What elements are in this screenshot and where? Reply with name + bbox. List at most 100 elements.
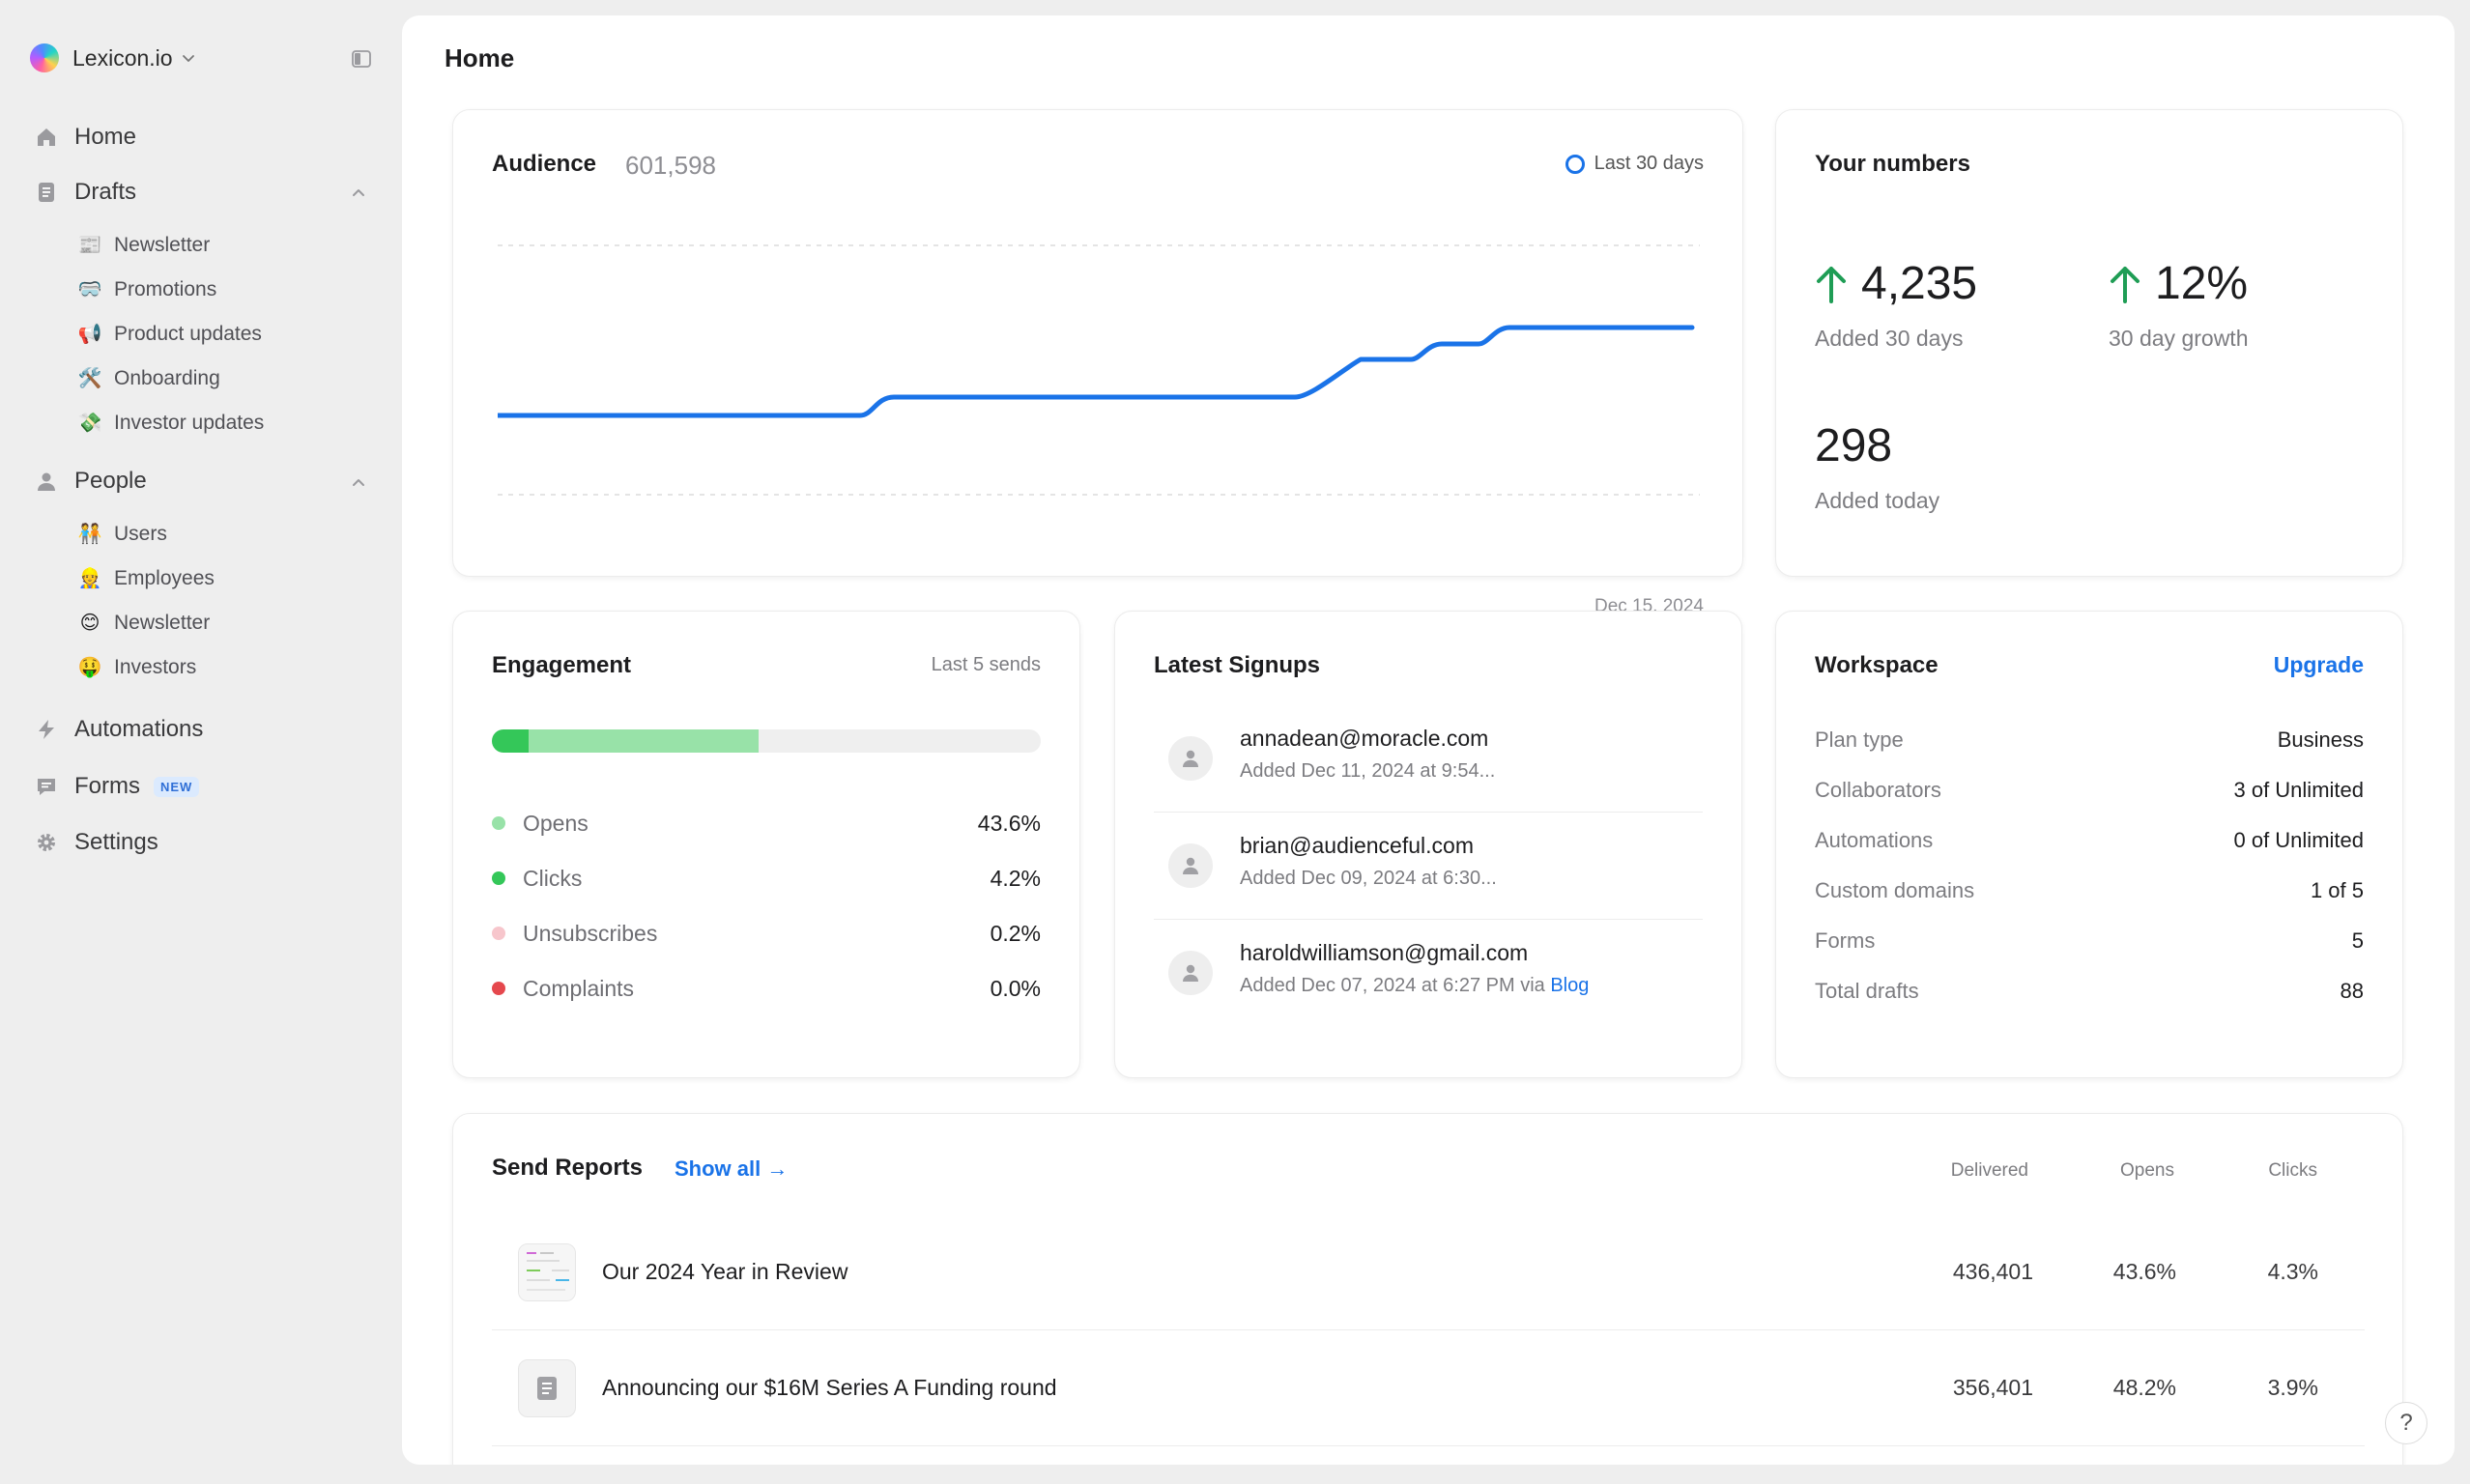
sidebar-subitem-users[interactable]: 🧑‍🤝‍🧑 Users (77, 517, 167, 552)
money-mouth-face-icon: 🤑 (77, 657, 102, 678)
sidebar-subitem-label: Product updates (114, 323, 262, 345)
workspace-switcher[interactable]: Lexicon.io (30, 43, 196, 73)
sidebar-item-people[interactable]: People (35, 462, 147, 500)
audience-title: Audience (492, 151, 597, 177)
show-all-link[interactable]: Show all → (675, 1156, 789, 1181)
sidebar-subitem-newsletter[interactable]: 📰 Newsletter (77, 228, 211, 263)
sidebar-item-settings[interactable]: Settings (35, 823, 158, 862)
report-clicks: 3.9% (2267, 1375, 2318, 1400)
sidebar-toggle-icon[interactable] (351, 48, 372, 70)
workspace-key: Plan type (1815, 728, 1904, 752)
workspace-key: Forms (1815, 928, 1876, 953)
page-title: Home (445, 43, 515, 72)
engagement-row-opens: Opens 43.6% (492, 807, 1041, 840)
sidebar-subitem-label: Newsletter (114, 234, 211, 256)
main-panel: Home Audience 601,598 Last 30 days Dec 1… (402, 15, 2455, 1465)
stat-30-day-growth: 12% 30 day growth (2109, 257, 2248, 352)
latest-signups-card: Latest Signups annadean@moracle.com Adde… (1114, 611, 1742, 1078)
workspace-row-collaborators: Collaborators 3 of Unlimited (1815, 776, 2364, 805)
engagement-title: Engagement (492, 652, 632, 678)
engagement-value: 0.0% (990, 975, 1041, 1001)
sidebar-subitem-product-updates[interactable]: 📢 Product updates (77, 317, 262, 352)
engagement-value: 43.6% (977, 810, 1041, 836)
signup-email: haroldwilliamson@gmail.com (1240, 940, 1529, 965)
engagement-row-complaints: Complaints 0.0% (492, 972, 1041, 1005)
gear-icon (35, 831, 58, 854)
help-button[interactable]: ? (2385, 1402, 2427, 1444)
sidebar-subitem-promotions[interactable]: 🥽 Promotions (77, 272, 217, 307)
stat-value: 4,235 (1861, 258, 1978, 309)
report-title: Our 2024 Year in Review (602, 1259, 848, 1284)
workspace-value: 88 (2340, 979, 2364, 1003)
megaphone-icon: 📢 (77, 324, 102, 345)
person-icon (35, 470, 58, 493)
sidebar-item-forms[interactable]: Forms NEW (35, 767, 200, 806)
sidebar-subitem-label: Employees (114, 567, 215, 589)
legend-dot (492, 982, 505, 995)
signup-item[interactable]: haroldwilliamson@gmail.com Added Dec 07,… (1154, 921, 1703, 1027)
stat-added-today: 298 Added today (1815, 419, 1939, 514)
sidebar-item-label: Automations (74, 716, 204, 742)
upgrade-link[interactable]: Upgrade (2273, 652, 2364, 677)
sidebar-item-drafts[interactable]: Drafts (35, 173, 136, 212)
sidebar-subitem-label: Newsletter (114, 612, 211, 634)
stat-value: 12% (2155, 258, 2249, 309)
report-opens: 48.2% (2112, 1375, 2176, 1400)
column-header-opens: Opens (2120, 1160, 2174, 1181)
workspace-row-automations: Automations 0 of Unlimited (1815, 826, 2364, 855)
chevron-up-icon[interactable] (348, 182, 369, 203)
chevron-up-icon[interactable] (348, 471, 369, 493)
engagement-row-clicks: Clicks 4.2% (492, 862, 1041, 895)
workspace-value: 0 of Unlimited (2233, 828, 2364, 852)
legend-dot (492, 816, 505, 830)
signup-meta: Added Dec 07, 2024 at 6:27 PM via Blog (1240, 975, 1589, 997)
report-title: Announcing our $16M Series A Funding rou… (602, 1375, 1057, 1400)
sidebar-subitem-newsletter-people[interactable]: 😊 Newsletter (77, 606, 211, 641)
home-icon (35, 126, 58, 149)
tools-icon: 🛠️ (77, 368, 102, 389)
stat-label: Added 30 days (1815, 326, 1964, 351)
workspace-value: 3 of Unlimited (2233, 778, 2364, 802)
engagement-range: Last 5 sends (931, 654, 1041, 675)
sidebar-subitem-investors[interactable]: 🤑 Investors (77, 650, 197, 685)
sidebar-item-label: Home (74, 124, 137, 150)
signup-source-link[interactable]: Blog (1550, 975, 1590, 996)
workspace-value: 5 (2351, 928, 2364, 953)
sidebar-subitem-employees[interactable]: 👷 Employees (77, 561, 215, 596)
workspace-title: Workspace (1815, 652, 1939, 678)
document-icon (35, 181, 58, 204)
sidebar-subitem-investor-updates[interactable]: 💸 Investor updates (77, 406, 265, 441)
stat-added-30-days: 4,235 Added 30 days (1815, 257, 1977, 352)
audience-card: Audience 601,598 Last 30 days Dec 15, 20… (452, 109, 1743, 616)
sidebar-subitem-label: Investors (114, 656, 197, 678)
signup-item[interactable]: annadean@moracle.com Added Dec 11, 2024 … (1154, 706, 1703, 813)
clicks-segment (492, 729, 529, 753)
report-row[interactable]: Our 2024 Year in Review 436,401 43.6% 4.… (492, 1214, 2365, 1330)
date-range-label: Last 30 days (1594, 153, 1704, 174)
sidebar-item-home[interactable]: Home (35, 118, 136, 157)
column-header-delivered: Delivered (1950, 1160, 2028, 1181)
signup-email: brian@audienceful.com (1240, 833, 1474, 858)
sidebar-item-label: Forms (74, 773, 140, 799)
engagement-row-unsubscribes: Unsubscribes 0.2% (492, 917, 1041, 950)
signup-meta: Added Dec 09, 2024 at 6:30... (1240, 868, 1497, 889)
sidebar-subitem-onboarding[interactable]: 🛠️ Onboarding (77, 361, 220, 396)
column-header-clicks: Clicks (2268, 1160, 2317, 1181)
sidebar-subitem-label: Onboarding (114, 367, 220, 389)
signup-item[interactable]: brian@audienceful.com Added Dec 09, 2024… (1154, 813, 1703, 920)
engagement-value: 4.2% (990, 865, 1041, 891)
engagement-card: Engagement Last 5 sends Opens 43.6% Clic… (452, 611, 1080, 1078)
chevron-down-icon (181, 50, 196, 66)
arrow-up-icon (1817, 266, 1846, 303)
report-delivered: 356,401 (1952, 1375, 2033, 1400)
workspace-row-total-drafts: Total drafts 88 (1815, 977, 2364, 1006)
sidebar-item-automations[interactable]: Automations (35, 710, 203, 749)
report-row[interactable]: Announcing our $16M Series A Funding rou… (492, 1330, 2365, 1446)
date-range-selector[interactable]: Last 30 days (1565, 153, 1704, 175)
report-clicks: 4.3% (2267, 1259, 2318, 1284)
legend-dot (492, 871, 505, 885)
engagement-label: Complaints (523, 975, 635, 1001)
stat-label: Added today (1815, 488, 1940, 513)
your-numbers-card: Your numbers 4,235 Added 30 days 12% 30 … (1775, 109, 2403, 577)
workspace-value: 1 of 5 (2310, 878, 2364, 902)
